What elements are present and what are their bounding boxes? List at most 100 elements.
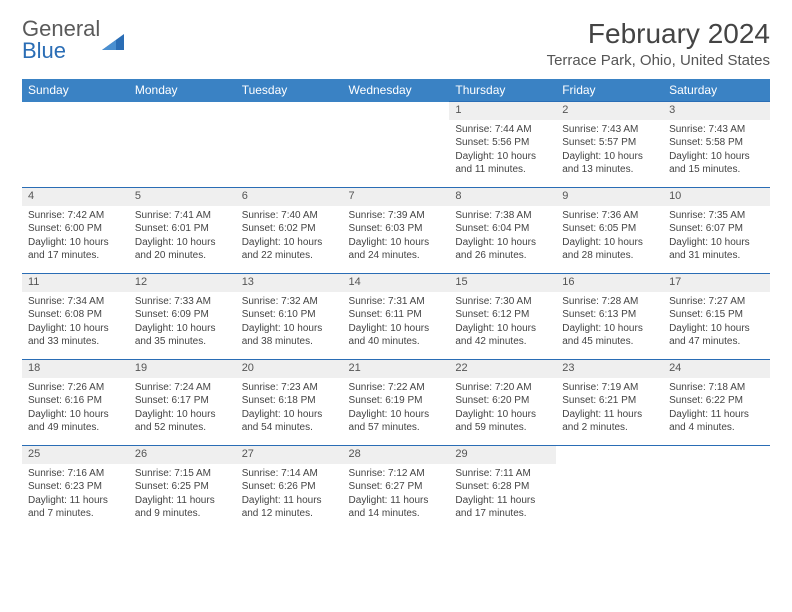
sunrise-text: Sunrise: 7:23 AM (242, 381, 337, 395)
day-content-row: Sunrise: 7:16 AMSunset: 6:23 PMDaylight:… (22, 464, 770, 532)
sunrise-text: Sunrise: 7:14 AM (242, 467, 337, 481)
daylight-text: and 42 minutes. (455, 335, 550, 349)
day-content-cell: Sunrise: 7:32 AMSunset: 6:10 PMDaylight:… (236, 292, 343, 360)
sunrise-text: Sunrise: 7:32 AM (242, 295, 337, 309)
day-number-row: 123 (22, 102, 770, 120)
daylight-text: Daylight: 10 hours (455, 236, 550, 250)
weekday-header: Friday (556, 79, 663, 102)
daylight-text: and 22 minutes. (242, 249, 337, 263)
sunrise-text: Sunrise: 7:15 AM (135, 467, 230, 481)
day-number-cell: 15 (449, 274, 556, 292)
day-content-cell: Sunrise: 7:20 AMSunset: 6:20 PMDaylight:… (449, 378, 556, 446)
sunrise-text: Sunrise: 7:24 AM (135, 381, 230, 395)
header: General Blue February 2024 Terrace Park,… (22, 18, 770, 69)
sunset-text: Sunset: 6:12 PM (455, 308, 550, 322)
sunset-text: Sunset: 6:25 PM (135, 480, 230, 494)
calendar-body: 123Sunrise: 7:44 AMSunset: 5:56 PMDaylig… (22, 102, 770, 532)
day-content-row: Sunrise: 7:26 AMSunset: 6:16 PMDaylight:… (22, 378, 770, 446)
weekday-header: Saturday (663, 79, 770, 102)
day-number-cell: 1 (449, 102, 556, 120)
sunset-text: Sunset: 6:18 PM (242, 394, 337, 408)
daylight-text: Daylight: 10 hours (562, 322, 657, 336)
daylight-text: and 52 minutes. (135, 421, 230, 435)
daylight-text: Daylight: 10 hours (455, 150, 550, 164)
daylight-text: Daylight: 10 hours (669, 236, 764, 250)
day-number-cell: 5 (129, 188, 236, 206)
sunset-text: Sunset: 6:07 PM (669, 222, 764, 236)
daylight-text: and 12 minutes. (242, 507, 337, 521)
daylight-text: and 13 minutes. (562, 163, 657, 177)
day-number-cell: 13 (236, 274, 343, 292)
day-content-cell: Sunrise: 7:43 AMSunset: 5:57 PMDaylight:… (556, 120, 663, 188)
logo-blue: Blue (22, 38, 66, 63)
day-content-cell (343, 120, 450, 188)
weekday-header: Sunday (22, 79, 129, 102)
sunset-text: Sunset: 6:11 PM (349, 308, 444, 322)
sunrise-text: Sunrise: 7:34 AM (28, 295, 123, 309)
daylight-text: Daylight: 10 hours (455, 408, 550, 422)
day-number-cell: 29 (449, 446, 556, 464)
sunset-text: Sunset: 6:13 PM (562, 308, 657, 322)
daylight-text: Daylight: 10 hours (349, 408, 444, 422)
sunset-text: Sunset: 6:16 PM (28, 394, 123, 408)
day-content-row: Sunrise: 7:44 AMSunset: 5:56 PMDaylight:… (22, 120, 770, 188)
sunset-text: Sunset: 6:21 PM (562, 394, 657, 408)
sunset-text: Sunset: 6:20 PM (455, 394, 550, 408)
daylight-text: and 17 minutes. (28, 249, 123, 263)
day-number-cell (129, 102, 236, 120)
daylight-text: Daylight: 11 hours (28, 494, 123, 508)
day-number-cell: 19 (129, 360, 236, 378)
sunset-text: Sunset: 5:58 PM (669, 136, 764, 150)
sunrise-text: Sunrise: 7:11 AM (455, 467, 550, 481)
calendar-table: Sunday Monday Tuesday Wednesday Thursday… (22, 79, 770, 532)
sunset-text: Sunset: 6:02 PM (242, 222, 337, 236)
day-number-cell: 14 (343, 274, 450, 292)
day-content-cell: Sunrise: 7:35 AMSunset: 6:07 PMDaylight:… (663, 206, 770, 274)
day-content-cell: Sunrise: 7:23 AMSunset: 6:18 PMDaylight:… (236, 378, 343, 446)
sunrise-text: Sunrise: 7:27 AM (669, 295, 764, 309)
day-content-cell: Sunrise: 7:40 AMSunset: 6:02 PMDaylight:… (236, 206, 343, 274)
sunrise-text: Sunrise: 7:35 AM (669, 209, 764, 223)
day-number-cell: 28 (343, 446, 450, 464)
daylight-text: Daylight: 10 hours (28, 408, 123, 422)
weekday-header-row: Sunday Monday Tuesday Wednesday Thursday… (22, 79, 770, 102)
sunrise-text: Sunrise: 7:39 AM (349, 209, 444, 223)
weekday-header: Wednesday (343, 79, 450, 102)
day-content-cell: Sunrise: 7:41 AMSunset: 6:01 PMDaylight:… (129, 206, 236, 274)
sunrise-text: Sunrise: 7:38 AM (455, 209, 550, 223)
day-content-cell: Sunrise: 7:30 AMSunset: 6:12 PMDaylight:… (449, 292, 556, 360)
sunrise-text: Sunrise: 7:40 AM (242, 209, 337, 223)
daylight-text: Daylight: 10 hours (135, 236, 230, 250)
sunrise-text: Sunrise: 7:26 AM (28, 381, 123, 395)
day-number-cell: 2 (556, 102, 663, 120)
daylight-text: Daylight: 11 hours (562, 408, 657, 422)
sunrise-text: Sunrise: 7:16 AM (28, 467, 123, 481)
daylight-text: and 49 minutes. (28, 421, 123, 435)
sunrise-text: Sunrise: 7:31 AM (349, 295, 444, 309)
logo-triangle-icon (102, 34, 124, 50)
day-content-cell (236, 120, 343, 188)
daylight-text: Daylight: 10 hours (135, 322, 230, 336)
daylight-text: Daylight: 10 hours (562, 236, 657, 250)
daylight-text: Daylight: 10 hours (349, 322, 444, 336)
day-number-cell: 9 (556, 188, 663, 206)
daylight-text: Daylight: 10 hours (242, 322, 337, 336)
sunset-text: Sunset: 5:56 PM (455, 136, 550, 150)
daylight-text: and 57 minutes. (349, 421, 444, 435)
daylight-text: Daylight: 10 hours (135, 408, 230, 422)
day-number-row: 45678910 (22, 188, 770, 206)
day-number-cell: 12 (129, 274, 236, 292)
day-content-cell: Sunrise: 7:38 AMSunset: 6:04 PMDaylight:… (449, 206, 556, 274)
day-content-cell (556, 464, 663, 532)
sunset-text: Sunset: 6:05 PM (562, 222, 657, 236)
day-content-cell: Sunrise: 7:36 AMSunset: 6:05 PMDaylight:… (556, 206, 663, 274)
day-content-cell: Sunrise: 7:34 AMSunset: 6:08 PMDaylight:… (22, 292, 129, 360)
daylight-text: Daylight: 10 hours (242, 408, 337, 422)
day-content-cell: Sunrise: 7:16 AMSunset: 6:23 PMDaylight:… (22, 464, 129, 532)
sunset-text: Sunset: 6:00 PM (28, 222, 123, 236)
day-content-cell (129, 120, 236, 188)
day-number-row: 18192021222324 (22, 360, 770, 378)
day-number-cell: 23 (556, 360, 663, 378)
daylight-text: and 24 minutes. (349, 249, 444, 263)
location: Terrace Park, Ohio, United States (547, 52, 770, 69)
